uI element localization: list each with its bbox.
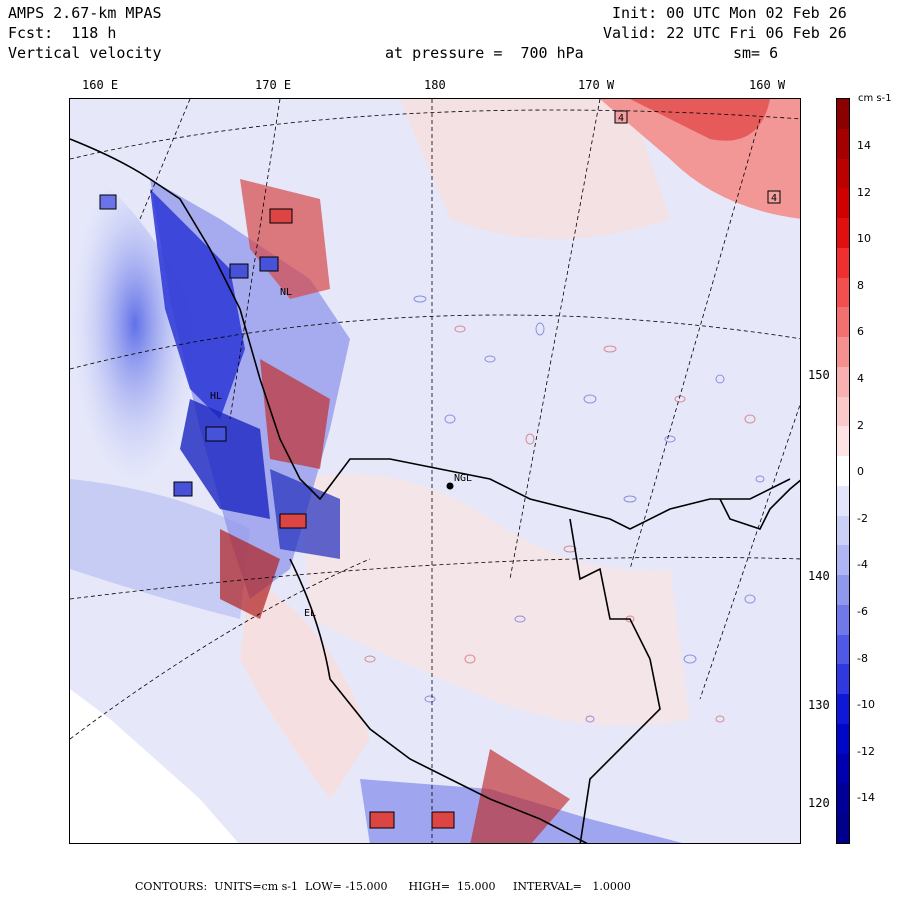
- legend-swatch: [837, 218, 849, 249]
- legend-swatch: [837, 604, 849, 636]
- legend-swatch: [837, 337, 849, 368]
- legend-swatch: [837, 813, 849, 844]
- legend-swatch: [837, 247, 849, 279]
- legend-swatch: [837, 545, 849, 576]
- lon-label: 170 W: [578, 78, 615, 92]
- legend-tick-label: 0: [857, 465, 864, 479]
- init-time: Init: 00 UTC Mon 02 Feb 26: [612, 4, 847, 22]
- legend-units: cm s-1: [858, 93, 892, 104]
- field-name: Vertical velocity: [8, 44, 162, 62]
- legend-swatch: [837, 753, 849, 784]
- legend-tick-label: 2: [857, 418, 864, 432]
- lon-label: 160 W: [749, 78, 786, 92]
- vertical-velocity-map: 4 4 NGL EL HL NL: [69, 98, 801, 844]
- lon-label: 170 E: [255, 78, 292, 92]
- legend-swatch: [837, 723, 849, 755]
- legend-swatch: [837, 307, 849, 338]
- legend-swatch: [837, 158, 849, 189]
- legend-tick-label: 8: [857, 278, 864, 292]
- legend-swatch: [837, 426, 849, 457]
- legend-tick-label: 6: [857, 325, 864, 339]
- legend-swatch: [837, 783, 849, 814]
- valid-time: Valid: 22 UTC Fri 06 Feb 26: [603, 24, 847, 42]
- legend-tick-label: -6: [857, 605, 868, 618]
- legend-swatch: [837, 694, 849, 725]
- station-label: NGL: [454, 473, 472, 484]
- legend-tick-label: 14: [857, 139, 871, 152]
- forecast-hour: Fcst: 118 h: [8, 24, 117, 42]
- legend-tick-label: 4: [857, 372, 864, 385]
- legend-swatch: [837, 128, 849, 159]
- legend-swatch: [837, 456, 849, 487]
- marker-label: 4: [771, 193, 777, 204]
- lon-label: 180: [424, 78, 446, 92]
- station-label: HL: [210, 391, 222, 402]
- legend-swatch: [837, 634, 849, 665]
- legend-tick-label: -2: [857, 511, 868, 525]
- legend-swatch: [837, 277, 849, 308]
- legend-swatch: [837, 396, 849, 427]
- station-label: NL: [280, 287, 292, 298]
- model-title: AMPS 2.67-km MPAS: [8, 4, 162, 22]
- legend-swatch: [837, 188, 849, 219]
- legend-tick-label: -14: [857, 791, 875, 805]
- legend-swatch: [837, 664, 849, 695]
- contour-info: CONTOURS: UNITS=cm s-1 LOW= -15.000 HIGH…: [135, 880, 631, 893]
- legend-tick-label: -8: [857, 651, 868, 665]
- lon-label: 160 E: [82, 78, 119, 92]
- legend-tick-label: 12: [857, 185, 871, 199]
- legend-swatch: [837, 485, 849, 517]
- legend-tick-label: -4: [857, 558, 868, 572]
- legend-swatch: [837, 515, 849, 546]
- legend-swatch: [837, 99, 849, 130]
- marker-label: 4: [618, 113, 624, 124]
- smoothing: sm= 6: [733, 44, 779, 62]
- color-scale-bar: [836, 98, 850, 844]
- legend-tick-label: -12: [857, 744, 875, 758]
- pressure-level: at pressure = 700 hPa: [385, 44, 584, 62]
- legend-swatch: [837, 575, 849, 606]
- legend-swatch: [837, 366, 849, 398]
- legend-tick-label: -10: [857, 698, 875, 712]
- station-label: EL: [304, 608, 316, 619]
- legend-tick-label: 10: [857, 232, 871, 246]
